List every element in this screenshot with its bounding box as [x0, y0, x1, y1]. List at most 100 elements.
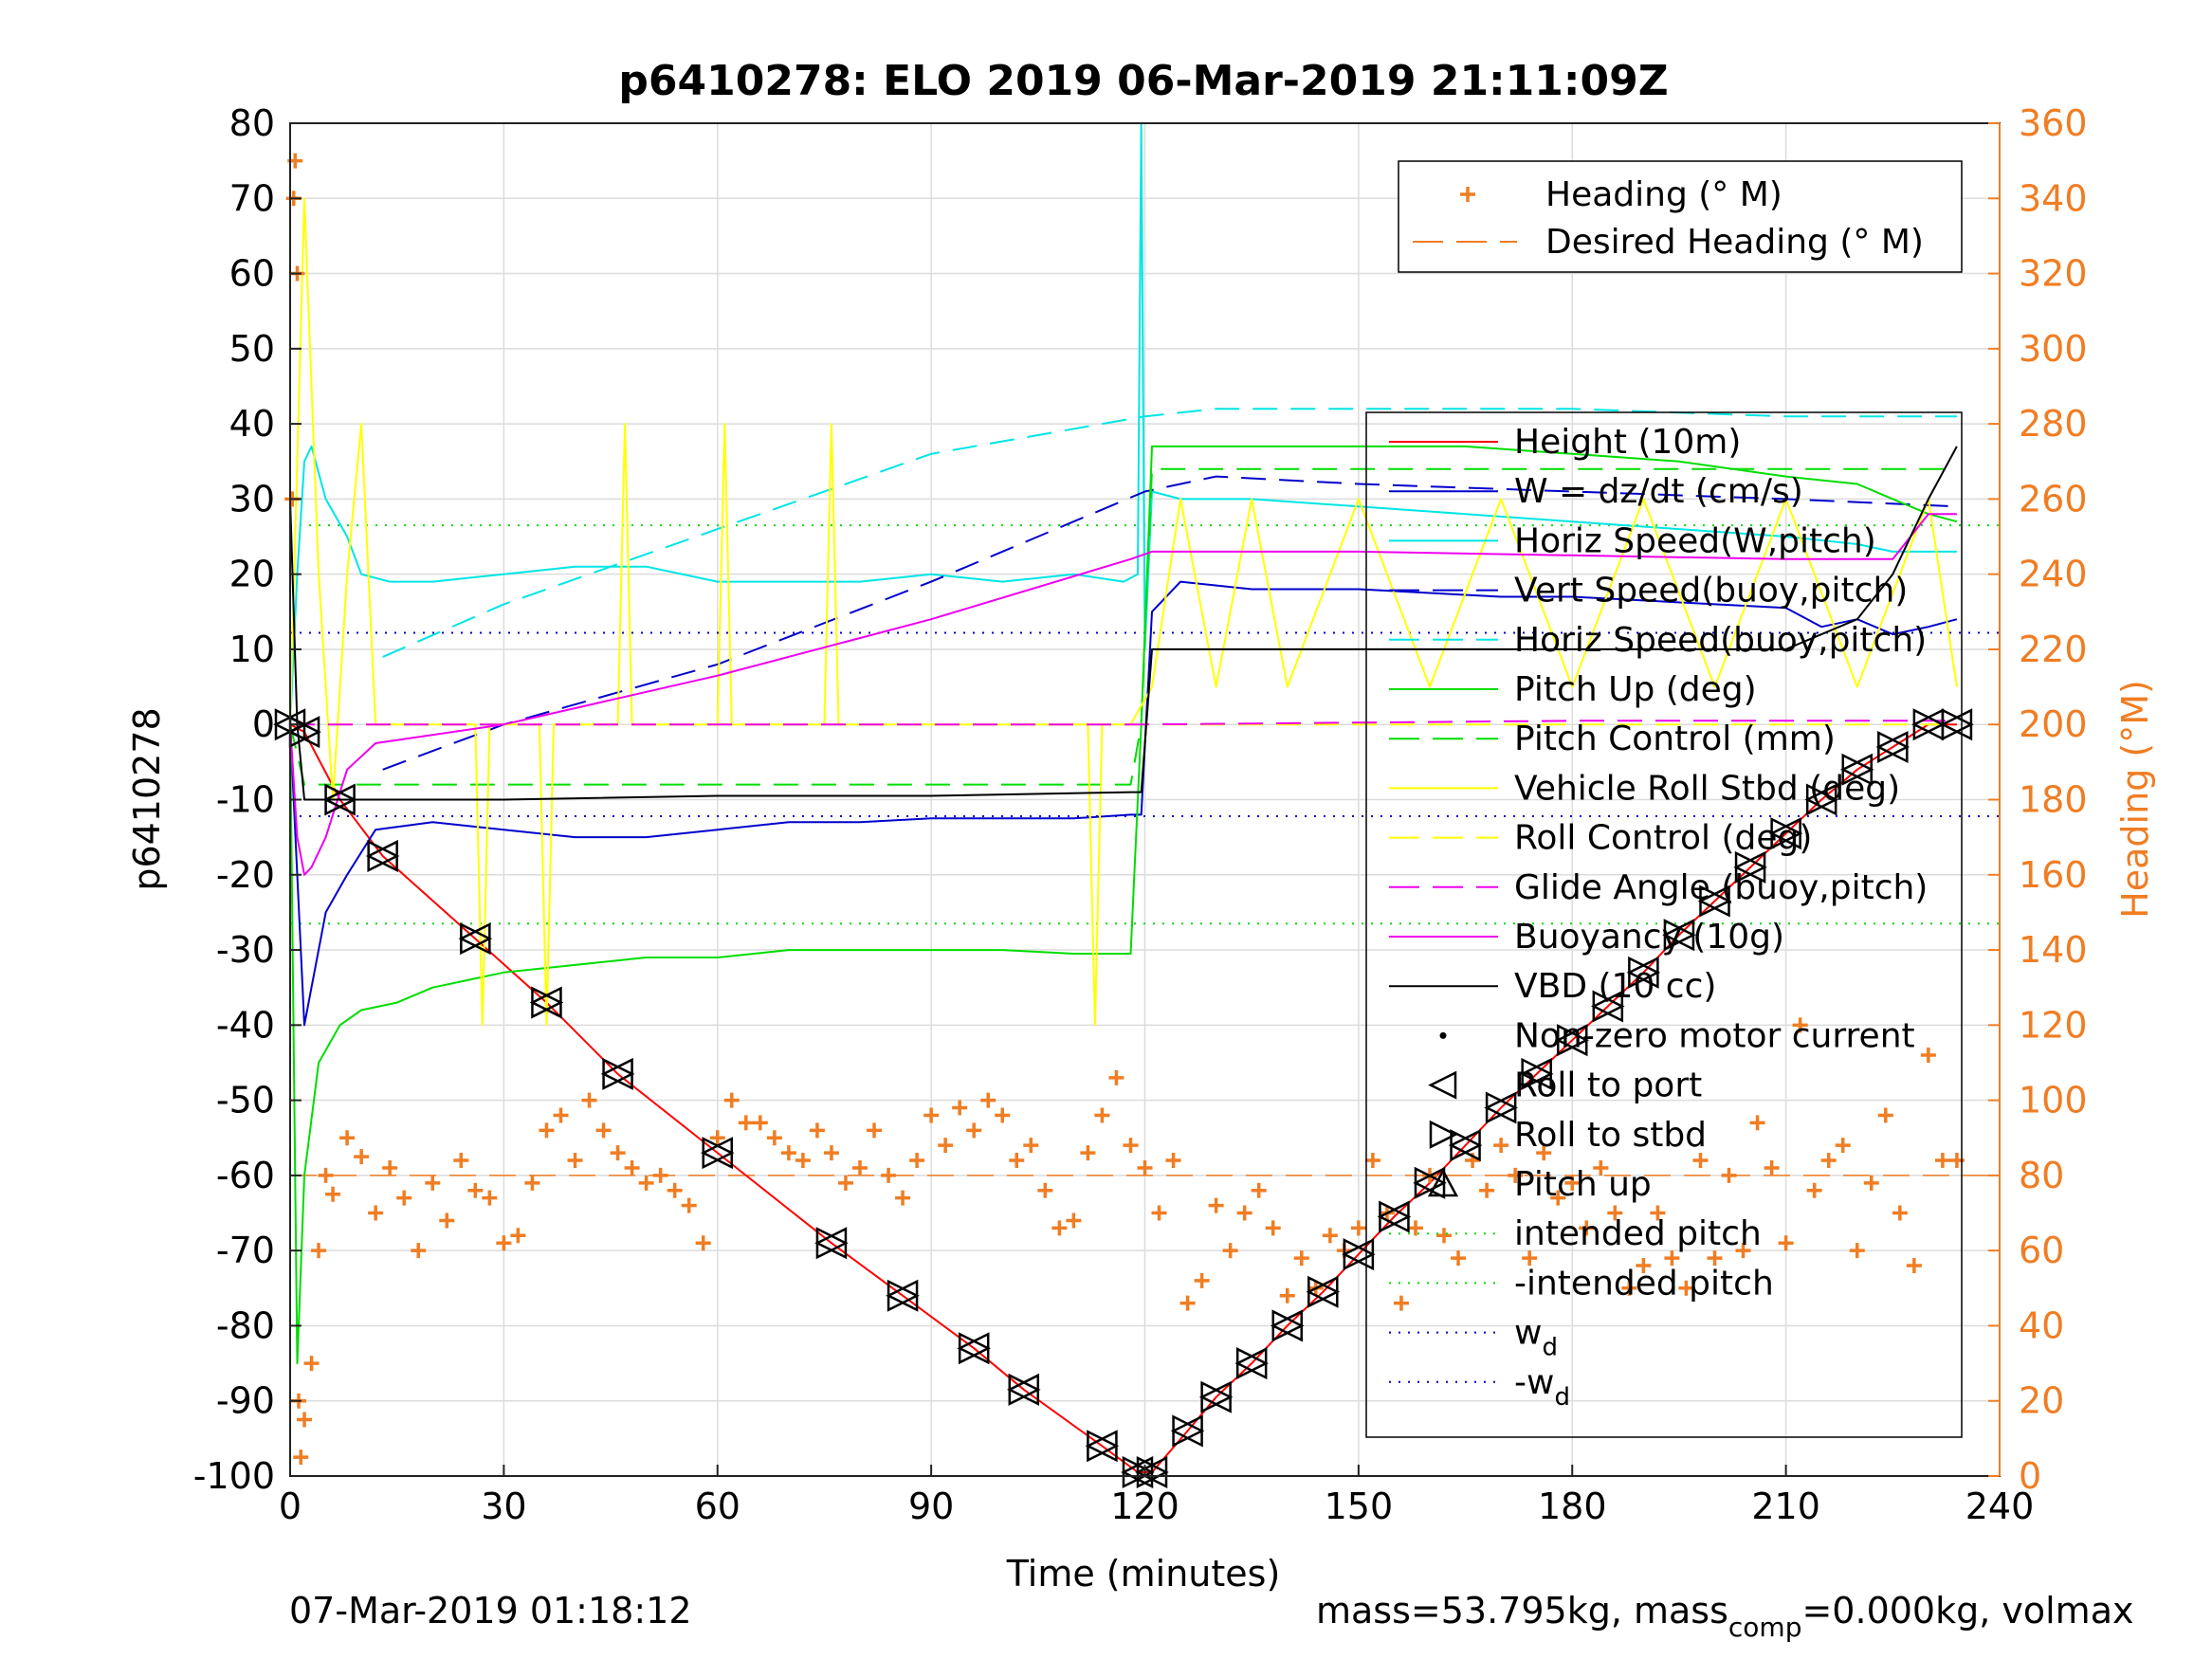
heading-point [553, 1107, 569, 1123]
heading-point [881, 1167, 897, 1183]
legend-main-label: Horiz Speed(W,pitch) [1514, 521, 1876, 560]
heading-point [638, 1175, 654, 1191]
y-right-tick-label: 100 [2019, 1080, 2088, 1121]
heading-point [1293, 1250, 1309, 1267]
heading-point [1222, 1243, 1238, 1259]
x-tick-label: 0 [279, 1486, 302, 1527]
legend-main-label: Vehicle Roll Stbd (deg) [1514, 769, 1900, 808]
roll-stbd-marker [602, 1057, 635, 1090]
roll-stbd-marker [1172, 1414, 1205, 1448]
heading-point [923, 1107, 940, 1123]
heading-point [1051, 1220, 1068, 1236]
legend-main-label: Pitch Up (deg) [1514, 670, 1757, 709]
x-tick-label: 120 [1110, 1486, 1179, 1527]
legend-swatch [1439, 1031, 1447, 1039]
y-tick-label: 30 [229, 478, 275, 520]
heading-point [1165, 1153, 1181, 1169]
heading-point [1621, 1280, 1637, 1296]
heading-point [567, 1153, 583, 1169]
heading-point [1863, 1175, 1879, 1191]
y-tick-label: -60 [216, 1155, 275, 1196]
heading-point [738, 1115, 754, 1131]
y-right-tick-label: 60 [2019, 1230, 2064, 1271]
y-tick-label: -90 [216, 1380, 275, 1422]
heading-point [895, 1190, 911, 1206]
y-right-tick-label: 20 [2019, 1380, 2064, 1422]
heading-point [524, 1175, 540, 1191]
legend-main-label: Height (10m) [1514, 423, 1741, 462]
series-group [289, 122, 1958, 1473]
heading-point [1364, 1153, 1380, 1169]
roll-stbd-marker [1699, 884, 1732, 918]
series-line-7 [289, 197, 1958, 1027]
heading-point [439, 1212, 455, 1229]
heading-point [1636, 1258, 1652, 1274]
heading-point [482, 1190, 498, 1206]
heading-point [318, 1167, 334, 1183]
heading-point [1892, 1205, 1908, 1221]
x-tick-label: 60 [695, 1486, 740, 1527]
roll-stbd-marker [460, 922, 493, 956]
roll-stbd-marker [1628, 956, 1661, 989]
y-tick-label: -100 [193, 1455, 275, 1497]
heading-point [1108, 1069, 1124, 1085]
legend-swatch [1428, 1070, 1457, 1100]
y-tick-label: 0 [252, 703, 275, 745]
legend-main-label: Pitch Control (mm) [1514, 720, 1836, 758]
y-axis-label: p6410278 [126, 707, 168, 890]
heading-point [1650, 1205, 1666, 1221]
heading-point [837, 1175, 853, 1191]
x-tick-label: 240 [1965, 1486, 2035, 1527]
heading-point [1749, 1115, 1765, 1131]
y-tick-label: -10 [216, 779, 275, 821]
heading-point [1094, 1107, 1110, 1123]
x-tick-label: 150 [1325, 1486, 1394, 1527]
heading-point [1835, 1138, 1851, 1154]
x-tick-label: 210 [1751, 1486, 1820, 1527]
y-tick-label: 70 [229, 177, 275, 219]
heading-point [1451, 1250, 1467, 1267]
y-right-tick-label: 140 [2019, 929, 2088, 971]
y-right-tick-label: 160 [2019, 854, 2088, 896]
roll-stbd-marker [1877, 730, 1910, 764]
heading-point [1037, 1182, 1053, 1198]
legend-main-label: -intended pitch [1514, 1264, 1774, 1303]
roll-stbd-marker [1663, 919, 1696, 952]
chart-title: p6410278: ELO 2019 06-Mar-2019 21:11:09Z [618, 57, 1668, 105]
legend-main-label: Vert Speed(buoy,pitch) [1514, 572, 1908, 611]
y-tick-label: 40 [229, 403, 275, 445]
series-line-1 [289, 580, 1958, 1027]
heading-points [284, 153, 1965, 1466]
roll-stbd-marker [1235, 1347, 1269, 1380]
legend-main-label: W = dz/dt (cm/s) [1514, 472, 1803, 511]
y-tick-label: 50 [229, 328, 275, 370]
roll-stbd-marker [1592, 990, 1625, 1023]
heading-point [1479, 1182, 1495, 1198]
heading-point [652, 1167, 668, 1183]
heading-point [297, 1412, 313, 1428]
heading-point [293, 1449, 309, 1466]
heading-point [1066, 1212, 1082, 1229]
heading-point [1820, 1153, 1837, 1169]
heading-point [1179, 1295, 1196, 1311]
roll-stbd-marker [1450, 1129, 1483, 1162]
heading-point [867, 1122, 883, 1139]
legend-main-label: Roll Control (deg) [1514, 819, 1812, 858]
roll-stbd-marker [958, 1332, 991, 1365]
y-right-tick-label: 120 [2019, 1004, 2088, 1046]
heading-point [1194, 1272, 1210, 1288]
roll-stbd-marker [324, 783, 357, 816]
roll-stbd-marker [1008, 1373, 1041, 1406]
legend-main-label: Buoyancy (10g) [1514, 918, 1784, 957]
heading-point [396, 1190, 412, 1206]
heading-point [1407, 1220, 1423, 1236]
y-tick-label: -40 [216, 1004, 275, 1046]
y-tick-label: 80 [229, 102, 275, 144]
roll-stbd-marker [1734, 850, 1767, 884]
heading-point [467, 1182, 484, 1198]
legend-top-label: Heading (° M) [1545, 175, 1782, 214]
x-tick-label: 90 [908, 1486, 954, 1527]
y-right-tick-label: 180 [2019, 779, 2088, 821]
legend-main-box [1365, 411, 1963, 1438]
roll-stbd-marker [1485, 1091, 1518, 1124]
